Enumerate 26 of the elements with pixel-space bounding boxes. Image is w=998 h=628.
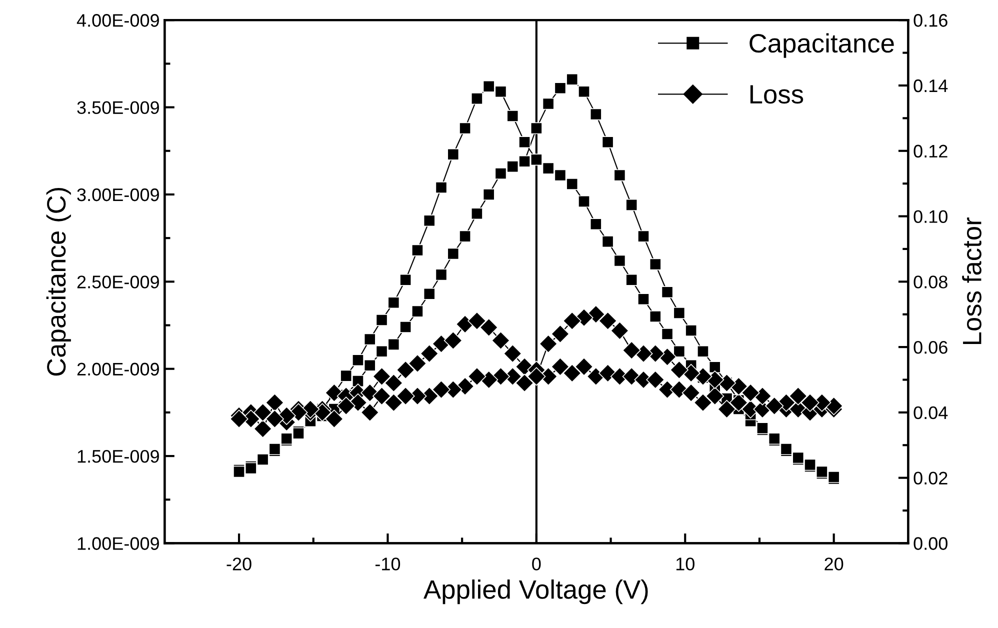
y-axis-title: Capacitance (C) [46, 188, 71, 376]
y-tick-label: 4.00E-009 [76, 14, 159, 27]
y2-tick-label: 0.06 [914, 340, 948, 354]
y2-tick-label: 0.14 [914, 79, 948, 92]
x-axis-title: Applied Voltage (V) [424, 579, 648, 604]
y2-tick-label: 0.00 [914, 537, 948, 550]
y2-tick-label: 0.16 [914, 14, 948, 27]
x-tick-label: 20 [824, 558, 844, 570]
y-tick-label: 2.00E-009 [77, 362, 159, 376]
x-tick-label: 10 [676, 558, 694, 570]
x-tick-label: 0 [532, 558, 541, 570]
x-tick-label: -20 [226, 558, 252, 570]
y2-axis-title: Loss factor [962, 218, 982, 344]
legend-label: Loss [750, 85, 804, 104]
y2-tick-label: 0.12 [914, 144, 948, 158]
y2-tick-label: 0.08 [914, 276, 948, 288]
y-tick-label: 3.50E-009 [77, 101, 159, 114]
legend-label: Capacitance [750, 33, 894, 58]
y2-tick-label: 0.04 [914, 406, 948, 420]
y-tick-label: 1.50E-009 [78, 450, 159, 463]
y2-tick-label: 0.02 [914, 472, 948, 485]
y2-tick-label: 0.10 [914, 210, 948, 223]
y-tick-label: 3.00E-009 [77, 188, 159, 202]
x-tick-label: -10 [375, 558, 400, 570]
y-tick-label: 2.50E-009 [77, 276, 159, 288]
y-tick-label: 1.00E-009 [78, 537, 159, 550]
